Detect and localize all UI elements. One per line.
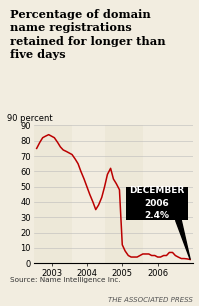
Text: Source: Name Intelligence Inc.: Source: Name Intelligence Inc. xyxy=(10,277,121,283)
Text: 90 percent: 90 percent xyxy=(7,114,52,123)
Bar xyxy=(126,187,188,220)
Bar xyxy=(105,125,143,263)
Text: THE ASSOCIATED PRESS: THE ASSOCIATED PRESS xyxy=(108,297,193,303)
Bar xyxy=(34,125,72,263)
Text: DECEMBER
2006
2.4%: DECEMBER 2006 2.4% xyxy=(129,186,184,221)
Text: Percentage of domain
name registrations
retained for longer than
five days: Percentage of domain name registrations … xyxy=(10,9,166,60)
Polygon shape xyxy=(176,220,190,259)
